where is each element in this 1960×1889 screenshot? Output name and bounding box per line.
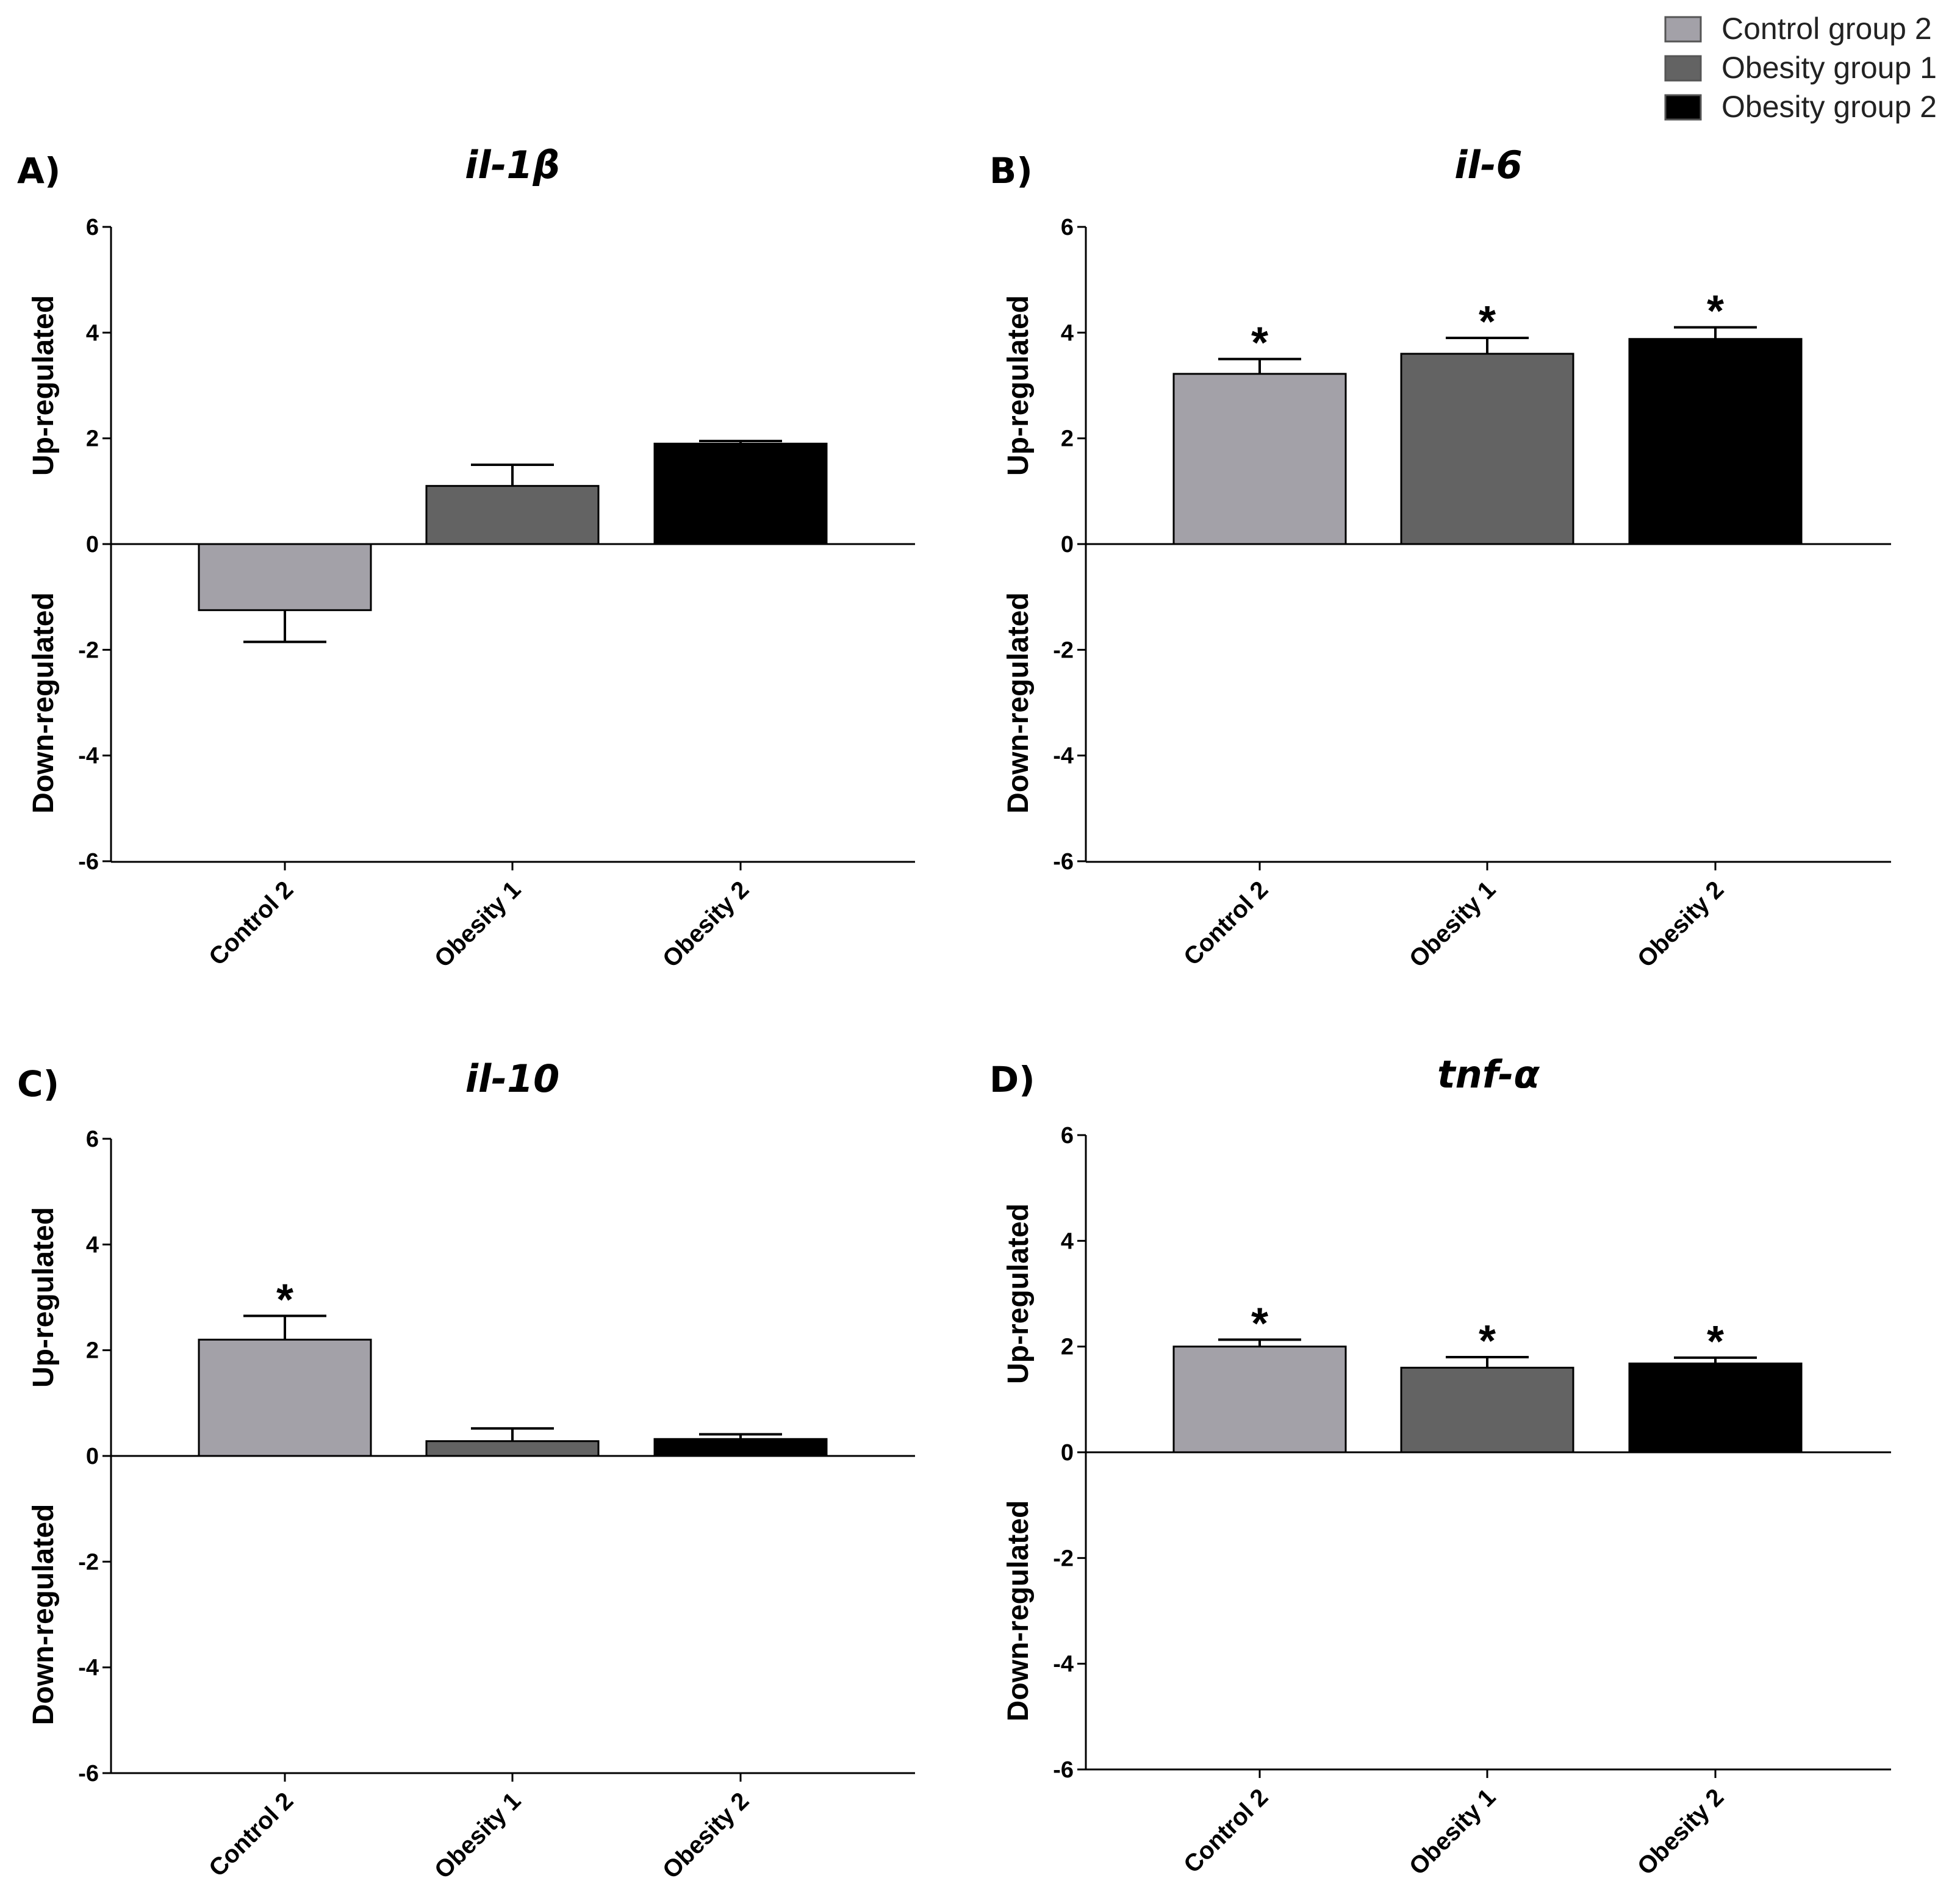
x-category-label: Control 2 bbox=[204, 1787, 298, 1882]
y-axis-title-down: Down-regulated bbox=[1002, 1500, 1035, 1722]
significance-marker: * bbox=[1707, 287, 1724, 336]
y-tick-label: -4 bbox=[78, 744, 99, 769]
legend-swatch bbox=[1664, 16, 1702, 43]
y-tick-label: -6 bbox=[78, 849, 99, 875]
significance-marker: * bbox=[1479, 298, 1496, 346]
y-tick-label: 6 bbox=[1061, 1123, 1074, 1149]
y-tick-label: 0 bbox=[86, 532, 99, 557]
bar-control-2 bbox=[1172, 1346, 1347, 1453]
y-tick-label: -2 bbox=[78, 637, 99, 663]
legend-item-obesity-group-1: Obesity group 1 bbox=[1664, 51, 1937, 85]
panel-label: D) bbox=[989, 1059, 1035, 1100]
bar-obesity-1 bbox=[425, 1440, 600, 1457]
legend: Control group 2 Obesity group 1 Obesity gr… bbox=[1664, 12, 1937, 124]
significance-marker: * bbox=[276, 1275, 293, 1324]
y-tick-label: -2 bbox=[1053, 1546, 1074, 1571]
significance-marker: * bbox=[1251, 319, 1268, 368]
bar-obesity-2 bbox=[653, 1438, 828, 1457]
y-tick-label: 4 bbox=[86, 1232, 99, 1258]
y-tick-label: -4 bbox=[1053, 1652, 1074, 1677]
legend-label: Control group 2 bbox=[1721, 12, 1932, 46]
y-axis-title-up: Up-regulated bbox=[27, 295, 60, 476]
chart-panel-d: D) tnf-α -6 -4 -2 0 2 4 6 Up-regulated Down-regula… bbox=[989, 1052, 1891, 1880]
y-tick-label: 4 bbox=[86, 320, 99, 346]
y-tick-label: -6 bbox=[1053, 849, 1074, 875]
panels: A) il-1β -6 -4 -2 0 2 4 6 Up-regulated Down-regula… bbox=[17, 143, 1891, 1884]
x-category-label: Control 2 bbox=[1179, 1783, 1273, 1878]
y-axis-title-up: Up-regulated bbox=[27, 1207, 60, 1388]
bar-obesity-2 bbox=[653, 442, 828, 545]
y-axis-title-up: Up-regulated bbox=[1002, 295, 1035, 476]
y-tick-label: -2 bbox=[78, 1549, 99, 1575]
y-tick-label: 0 bbox=[1061, 532, 1074, 557]
y-tick-label: 4 bbox=[1061, 320, 1074, 346]
bar-obesity-2 bbox=[1628, 338, 1803, 545]
x-category-label: Obesity 2 bbox=[1632, 1783, 1729, 1880]
legend-item-obesity-group-2: Obesity group 2 bbox=[1664, 90, 1937, 124]
y-tick-label: 2 bbox=[1061, 426, 1074, 452]
chart-title: il-6 bbox=[1454, 143, 1522, 187]
y-tick-label: 6 bbox=[1061, 215, 1074, 240]
x-category-label: Control 2 bbox=[1179, 876, 1273, 970]
y-tick-label: 0 bbox=[86, 1444, 99, 1469]
y-tick-label: -4 bbox=[78, 1655, 99, 1681]
x-category-label: Obesity 1 bbox=[429, 876, 526, 972]
legend-item-control-group-2: Control group 2 bbox=[1664, 12, 1932, 46]
bar-control-2 bbox=[198, 543, 372, 611]
bar-obesity-1 bbox=[425, 485, 600, 545]
significance-marker: * bbox=[1479, 1317, 1496, 1366]
bar-obesity-1 bbox=[1400, 1366, 1574, 1453]
y-tick-label: -4 bbox=[1053, 744, 1074, 769]
chart-panel-c: C) il-10 -6 -4 -2 0 2 4 6 Up-regulated Down-regula… bbox=[17, 1056, 915, 1884]
panel-label: A) bbox=[17, 150, 60, 192]
y-tick-label: 4 bbox=[1061, 1228, 1074, 1254]
x-category-label: Control 2 bbox=[204, 876, 298, 970]
y-axis-title-down: Down-regulated bbox=[27, 1504, 60, 1726]
chart-title: il-10 bbox=[465, 1056, 560, 1101]
significance-marker: * bbox=[1251, 1299, 1268, 1348]
x-category-label: Obesity 1 bbox=[429, 1787, 526, 1884]
y-tick-label: 2 bbox=[86, 426, 99, 452]
legend-swatch bbox=[1664, 94, 1702, 121]
bar-control-2 bbox=[1172, 373, 1347, 545]
legend-label: Obesity group 2 bbox=[1721, 90, 1937, 124]
significance-marker: * bbox=[1707, 1317, 1724, 1366]
chart-title: il-1β bbox=[465, 143, 560, 187]
y-axis-title-down: Down-regulated bbox=[27, 592, 60, 814]
x-category-label: Obesity 2 bbox=[658, 1787, 754, 1884]
y-tick-label: 2 bbox=[1061, 1335, 1074, 1360]
bar-obesity-2 bbox=[1628, 1362, 1803, 1453]
y-tick-label: 0 bbox=[1061, 1440, 1074, 1466]
legend-label: Obesity group 1 bbox=[1721, 51, 1937, 85]
x-category-label: Obesity 2 bbox=[658, 876, 754, 972]
chart-panel-b: B) il-6 -6 -4 -2 0 2 4 6 Up-regulated Down-regulat… bbox=[989, 143, 1891, 973]
chart-title: tnf-α bbox=[1437, 1052, 1540, 1097]
y-tick-label: 2 bbox=[86, 1338, 99, 1364]
chart-panel-a: A) il-1β -6 -4 -2 0 2 4 6 Up-regulated Down-regula… bbox=[17, 143, 915, 973]
y-tick-label: -2 bbox=[1053, 637, 1074, 663]
y-axis-title-down: Down-regulated bbox=[1002, 592, 1035, 814]
y-tick-label: 6 bbox=[86, 215, 99, 240]
panel-label: B) bbox=[989, 150, 1033, 192]
y-tick-label: 6 bbox=[86, 1127, 99, 1152]
bar-obesity-1 bbox=[1400, 353, 1574, 545]
panel-label: C) bbox=[17, 1063, 59, 1105]
x-category-label: Obesity 1 bbox=[1404, 876, 1501, 972]
legend-swatch bbox=[1664, 55, 1702, 82]
x-category-label: Obesity 2 bbox=[1632, 876, 1729, 972]
y-tick-label: -6 bbox=[78, 1761, 99, 1787]
x-category-label: Obesity 1 bbox=[1404, 1783, 1501, 1880]
y-tick-label: -6 bbox=[1053, 1757, 1074, 1783]
bar-control-2 bbox=[198, 1338, 372, 1457]
y-axis-title-up: Up-regulated bbox=[1002, 1203, 1035, 1384]
